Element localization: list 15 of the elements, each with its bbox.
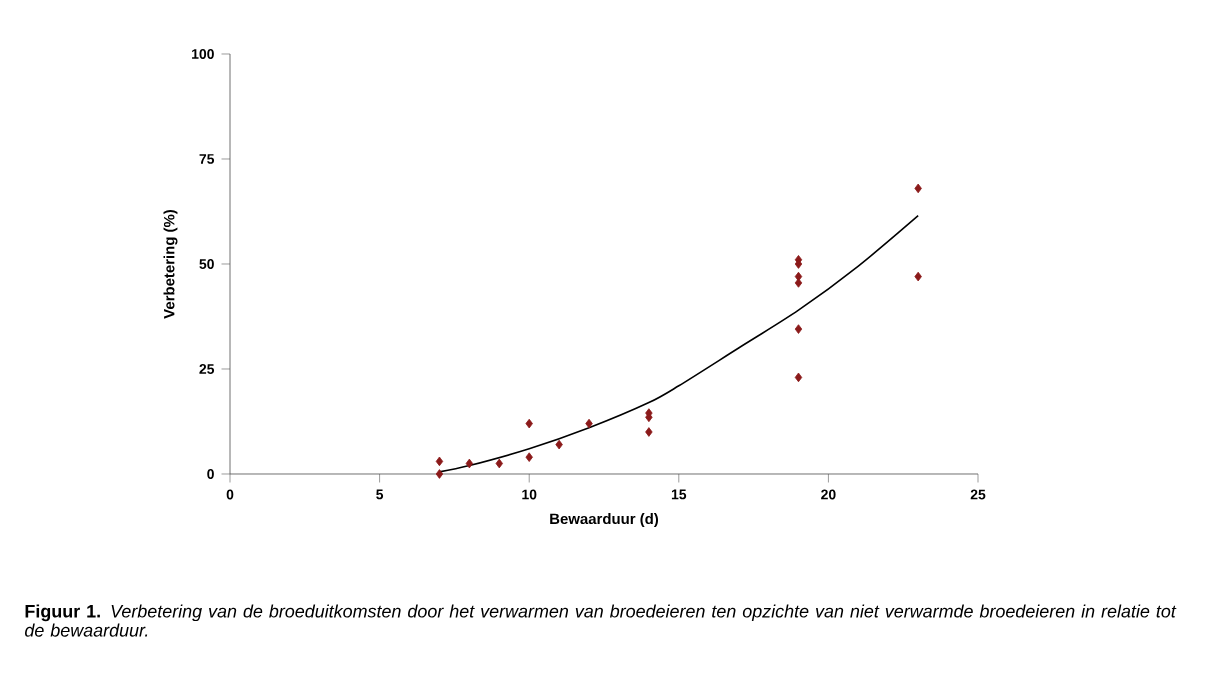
point — [525, 418, 533, 429]
point — [585, 418, 593, 429]
point — [435, 469, 444, 479]
text: Figuur 1. Verbetering van de broeduitkomsten door het verwarmen van broedeieren ten opzichte van niet verwarmde broedeieren in relatie tot de bewaarduur. — [24, 604, 1177, 637]
point — [914, 271, 922, 282]
point — [794, 278, 803, 288]
point — [465, 458, 474, 469]
point — [495, 458, 503, 469]
point — [555, 439, 563, 450]
point — [525, 452, 533, 462]
point — [794, 324, 803, 334]
point — [794, 372, 803, 383]
point — [914, 183, 922, 194]
point — [435, 456, 444, 467]
point — [645, 427, 653, 437]
